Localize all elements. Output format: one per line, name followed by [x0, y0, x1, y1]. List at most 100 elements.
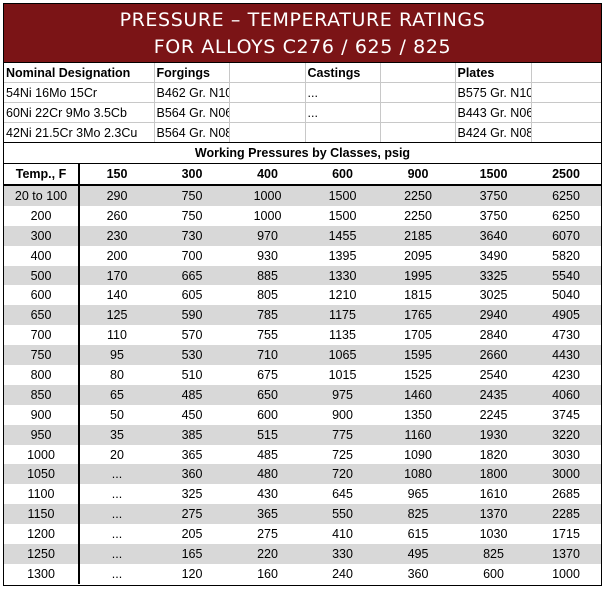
spec-cell	[531, 122, 601, 143]
pressure-cell: 290	[79, 185, 154, 206]
spec-cell	[229, 122, 306, 143]
pressure-cell: 2435	[456, 384, 531, 405]
pressure-cell: 165	[154, 544, 230, 564]
pressure-cell: 1175	[305, 305, 380, 326]
ratings-row: 20 to 100 290 750 1000 1500 2250 3750 6250	[4, 185, 601, 206]
pressure-cell: 825	[380, 504, 456, 525]
pressure-cell: 140	[79, 285, 154, 306]
spec-header-cell	[531, 63, 601, 83]
spec-cell: 54Ni 16Mo 15Cr	[4, 82, 155, 103]
pressure-cell: 1595	[380, 345, 456, 366]
pressure-cell: 1350	[380, 404, 456, 425]
pressure-cell: 775	[305, 424, 380, 445]
temperature-cell: 750	[4, 345, 80, 366]
pressure-cell: 2840	[456, 325, 531, 346]
temperature-cell: 800	[4, 365, 80, 385]
pressure-cell: 1395	[305, 245, 380, 266]
pressure-cell: 805	[230, 285, 305, 306]
pressure-cell: 1500	[305, 205, 380, 226]
class-header: 400	[230, 164, 305, 186]
pressure-cell: 1090	[380, 444, 456, 465]
pressure-cell: ...	[79, 544, 154, 564]
pressure-cell: 3490	[456, 245, 531, 266]
spec-header-cell	[229, 63, 306, 83]
pressure-cell: 1030	[456, 524, 531, 545]
pressure-cell: ...	[79, 563, 154, 584]
ratings-row: 200 260 750 1000 1500 2250 3750 6250	[4, 205, 601, 226]
pressure-cell: 1080	[380, 464, 456, 485]
pressure-cell: ...	[79, 524, 154, 545]
pressure-cell: 1815	[380, 285, 456, 306]
pressure-cell: 1525	[380, 365, 456, 385]
pressure-cell: 65	[79, 384, 154, 405]
ratings-row: 1300... 120 160 240 360 600 1000	[4, 563, 601, 584]
pressure-cell: 410	[305, 524, 380, 545]
pressure-cell: 1500	[305, 185, 380, 206]
pressure-cell: 1210	[305, 285, 380, 306]
pressure-cell: 900	[305, 404, 380, 425]
ratings-row: 300 230 730 970 1455 2185 3640 6070	[4, 225, 601, 246]
pressure-cell: 1000	[230, 185, 305, 206]
pressure-cell: 365	[154, 444, 230, 465]
pressure-cell: 220	[230, 544, 305, 564]
temperature-cell: 950	[4, 424, 80, 445]
spec-header-cell: Nominal Designation	[4, 63, 155, 83]
pressure-cell: ...	[79, 484, 154, 505]
pressure-cell: 1065	[305, 345, 380, 366]
pressure-cell: 4905	[531, 305, 601, 326]
pressure-cell: 5040	[531, 285, 601, 306]
pressure-cell: 1705	[380, 325, 456, 346]
pressure-cell: 5820	[531, 245, 601, 266]
temperature-cell: 850	[4, 384, 80, 405]
pressure-cell: 1160	[380, 424, 456, 445]
ratings-header-row: Temp., F 150 300 400 600 900 1500 2500	[4, 164, 601, 186]
spec-cell	[380, 102, 456, 123]
pressure-cell: 550	[305, 504, 380, 525]
pressure-cell: 275	[154, 504, 230, 525]
temperature-cell: 1100	[4, 484, 80, 505]
pressure-cell: 1370	[531, 544, 601, 564]
pressure-cell: 2250	[380, 185, 456, 206]
spec-cell: ...	[305, 82, 381, 103]
spec-cell: ...	[305, 102, 381, 123]
pressure-cell: 2285	[531, 504, 601, 525]
pressure-cell: 600	[456, 563, 531, 584]
pressure-cell: 3745	[531, 404, 601, 425]
temperature-cell: 600	[4, 285, 80, 306]
class-header: 1500	[456, 164, 531, 186]
pressure-cell: 485	[230, 444, 305, 465]
pressure-cell: 1800	[456, 464, 531, 485]
spec-header-cell	[380, 63, 456, 83]
spec-header-row: Nominal Designation Forgings Castings Plate…	[4, 63, 601, 83]
pressure-cell: 1000	[531, 563, 601, 584]
pressure-cell: 650	[230, 384, 305, 405]
pressure-cell: 750	[154, 185, 230, 206]
temperature-cell: 1150	[4, 504, 80, 525]
pressure-cell: 275	[230, 524, 305, 545]
pressure-cell: 1000	[230, 205, 305, 226]
pressure-cell: 965	[380, 484, 456, 505]
pressure-cell: 675	[230, 365, 305, 385]
pressure-cell: 1455	[305, 225, 380, 246]
pressure-cell: 6070	[531, 225, 601, 246]
pressure-cell: 330	[305, 544, 380, 564]
pressure-cell: 385	[154, 424, 230, 445]
ratings-row: 850 65 485 650 975 1460 2435 4060	[4, 384, 601, 405]
pressure-cell: 615	[380, 524, 456, 545]
pressure-cell: 5540	[531, 265, 601, 286]
pressure-cell: 605	[154, 285, 230, 306]
pressure-cell: 480	[230, 464, 305, 485]
pressure-cell: 1995	[380, 265, 456, 286]
pressure-cell: 6250	[531, 205, 601, 226]
pressure-cell: 4730	[531, 325, 601, 346]
pressure-cell: 2095	[380, 245, 456, 266]
pressure-cell: 120	[154, 563, 230, 584]
pressure-cell: 50	[79, 404, 154, 425]
pressure-cell: 590	[154, 305, 230, 326]
class-header: 150	[79, 164, 154, 186]
pressure-temperature-sheet: PRESSURE – TEMPERATURE RATINGS FOR ALLOY…	[3, 3, 602, 586]
spec-cell: B443 Gr. N06625 (3), (5)	[455, 102, 532, 123]
ratings-row: 600 140 605 805 1210 1815 3025 5040	[4, 285, 601, 306]
spec-cell: B575 Gr. N10276 (1), (2)	[455, 82, 532, 103]
